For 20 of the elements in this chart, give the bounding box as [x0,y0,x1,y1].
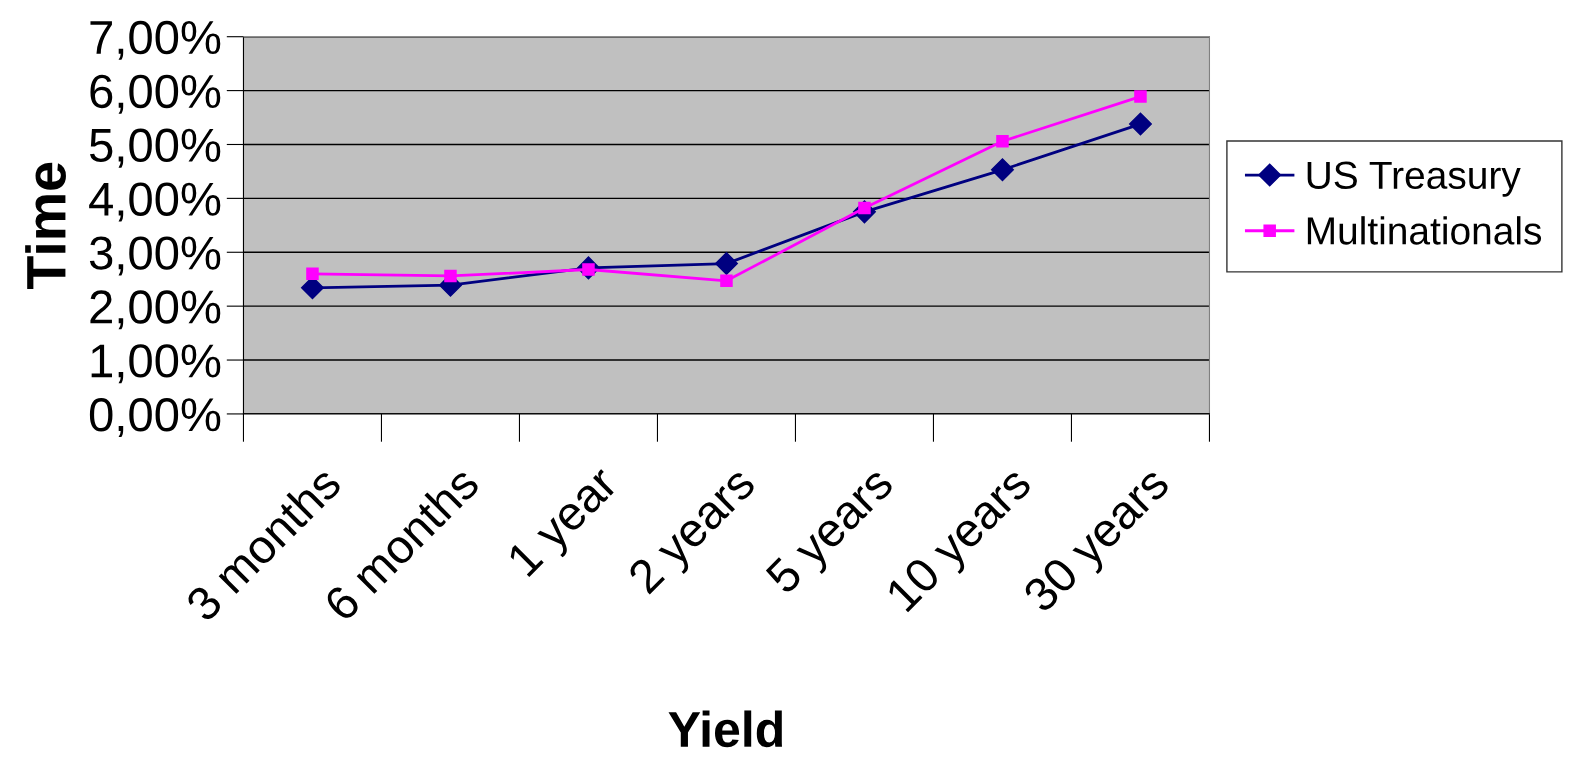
y-tick-label: 4,00% [89,182,221,222]
y-tick-label: 3,00% [89,236,221,276]
y-axis-title: Time [25,162,66,290]
y-tick-label: 2,00% [90,290,221,330]
point [1128,112,1152,136]
y-tick-label: 0,00% [89,398,221,438]
x-axis-title: Yield [668,710,782,748]
point [990,158,1014,182]
y-tick-label: 5,00% [89,128,221,168]
y-tick-label: 7,00% [90,20,221,60]
y-tick-label: 6,00% [90,74,221,114]
y-tick-label: 1,00% [91,344,221,384]
legend-label: Multinationals [1307,216,1542,245]
point [306,267,319,281]
point [1134,90,1147,103]
legend-label: US Treasury [1307,161,1521,197]
point [996,135,1009,148]
point [714,252,738,276]
point [720,274,733,288]
point [444,269,457,283]
